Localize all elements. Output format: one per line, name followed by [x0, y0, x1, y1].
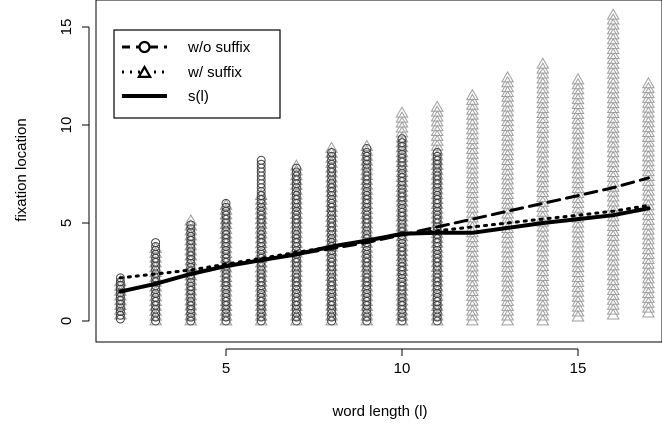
y-axis-label: fixation location [13, 118, 30, 221]
circle-point [397, 138, 407, 148]
legend-label: s(l) [188, 88, 209, 105]
x-tick-label: 15 [570, 360, 587, 377]
legend-triangle-marker [136, 64, 153, 79]
circle-point [151, 242, 161, 252]
series-line-dashed [118, 176, 650, 294]
triangle-point [641, 76, 655, 89]
legend-circle-marker [138, 40, 151, 54]
circle-point [256, 159, 266, 169]
circle-point [151, 238, 161, 248]
circle-point [115, 314, 125, 324]
circle-point [115, 310, 125, 320]
circle-point [115, 299, 125, 309]
circle-point [186, 220, 196, 230]
circle-point [397, 134, 407, 144]
triangle-column-x17 [641, 76, 655, 318]
triangle-column-x12 [465, 88, 479, 326]
circle-column-x3 [151, 238, 161, 326]
circle-point [115, 288, 125, 298]
circle-point [115, 295, 125, 305]
circle-point [327, 151, 337, 161]
circle-column-x6 [256, 155, 266, 326]
circle-column-x9 [362, 144, 372, 326]
circle-column-x11 [432, 147, 442, 326]
lines-layer [118, 176, 651, 294]
x-axis-label: word length (l) [331, 403, 427, 420]
circle-point [291, 163, 301, 173]
y-tick-label: 5 [58, 219, 75, 227]
circle-point [432, 147, 442, 157]
circle-point [327, 147, 337, 157]
triangle-point [465, 88, 479, 100]
triangle-column-x14 [536, 57, 550, 326]
circle-point [362, 144, 372, 154]
circle-point [291, 167, 301, 177]
legend-label: w/o suffix [187, 39, 251, 56]
triangle-point [571, 72, 585, 85]
axes-layer: 5 10 15 0 5 10 15 [58, 19, 586, 377]
triangle-column-x15 [571, 72, 585, 322]
x-tick-label: 5 [222, 360, 230, 377]
y-tick-label: 0 [58, 317, 75, 325]
triangle-point [606, 8, 620, 20]
y-tick-label: 15 [58, 19, 75, 36]
series-line-solid [118, 206, 651, 294]
triangle-point [430, 100, 444, 112]
y-tick-label: 10 [58, 117, 75, 134]
circle-point [115, 307, 125, 317]
triangle-column-x16 [606, 8, 620, 320]
points-layer [113, 8, 655, 326]
circle-point [115, 280, 125, 290]
circle-point [362, 147, 372, 157]
series-line-dotted [118, 203, 650, 280]
circle-point [221, 198, 231, 208]
x-tick-label: 10 [394, 360, 411, 377]
circle-column-x2 [115, 273, 125, 324]
circle-point [256, 155, 266, 165]
triangle-point [501, 70, 515, 83]
plot-frame [95, 0, 662, 343]
circle-point [432, 151, 442, 161]
circle-point [115, 303, 125, 313]
circle-column-x10 [397, 134, 407, 326]
legend-label: w/ suffix [187, 64, 242, 81]
legend: w/o suffix w/ suffix s(l) [113, 29, 281, 119]
triangle-column-x13 [501, 70, 515, 326]
circle-column-x8 [327, 147, 337, 326]
circle-point [115, 273, 125, 283]
circle-column-x7 [291, 163, 301, 326]
triangle-point [536, 57, 550, 69]
circle-point [186, 224, 196, 234]
circle-point [221, 202, 231, 212]
triangle-point [395, 106, 409, 118]
